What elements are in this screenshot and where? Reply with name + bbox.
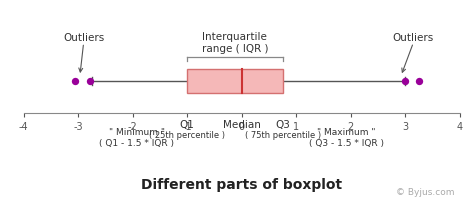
Text: ( 75th percentile ): ( 75th percentile ) <box>245 131 321 140</box>
Text: Median: Median <box>223 120 261 130</box>
Text: Q3: Q3 <box>275 120 290 130</box>
Text: Different parts of boxplot: Different parts of boxplot <box>141 177 342 192</box>
Text: " Maximum ": " Maximum " <box>318 128 376 137</box>
Point <box>86 79 94 83</box>
Text: ( 25th percentile ): ( 25th percentile ) <box>149 131 225 140</box>
Text: Outliers: Outliers <box>63 33 104 43</box>
Point <box>415 79 423 83</box>
Text: ( Q1 - 1.5 * IQR ): ( Q1 - 1.5 * IQR ) <box>100 139 174 148</box>
Point <box>72 79 79 83</box>
Text: " Minimum ": " Minimum " <box>109 128 165 137</box>
Text: ( Q3 - 1.5 * IQR ): ( Q3 - 1.5 * IQR ) <box>309 139 384 148</box>
Text: Outliers: Outliers <box>393 33 434 43</box>
Text: © Byjus.com: © Byjus.com <box>396 188 454 197</box>
Point <box>401 79 409 83</box>
Text: Interquartile
range ( IQR ): Interquartile range ( IQR ) <box>201 32 268 54</box>
Text: Q1: Q1 <box>180 120 195 130</box>
Bar <box>187 69 283 93</box>
